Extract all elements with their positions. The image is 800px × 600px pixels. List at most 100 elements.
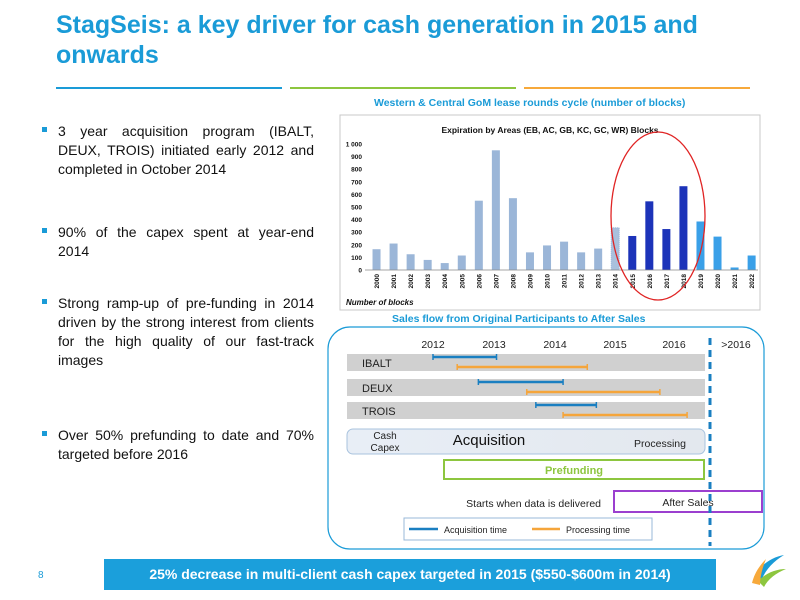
y-tick-label: 400 [351, 217, 362, 224]
x-tick-label: 2015 [630, 274, 637, 289]
y-tick-label: 200 [351, 242, 362, 249]
x-tick-label: 2011 [562, 274, 569, 288]
x-tick-label: 2018 [681, 274, 688, 289]
bullet-text: Over 50% prefunding to date and 70% targ… [58, 427, 314, 462]
bar-2014 [610, 227, 620, 271]
bar-2015 [628, 235, 637, 270]
title-rule-green [290, 87, 516, 89]
bar-2018 [679, 186, 688, 270]
bar-2022 [747, 255, 756, 270]
y-tick-label: 500 [351, 205, 362, 212]
bullet-marker [42, 299, 47, 304]
y-tick-label: 100 [351, 255, 362, 262]
x-tick-label: 2007 [493, 274, 500, 289]
bar-2004 [440, 263, 449, 270]
cash-capex-label-2: Capex [371, 443, 400, 454]
cash-capex-label-1: Cash [373, 431, 396, 442]
processing-label: Processing [634, 438, 686, 450]
y-tick-label: 600 [351, 192, 362, 199]
bar-2001 [389, 243, 398, 270]
x-tick-label: 2008 [510, 274, 517, 289]
x-tick-label: 2010 [545, 274, 552, 289]
footer-banner: 25% decrease in multi-client cash capex … [104, 559, 716, 590]
row-bg-ibalt [347, 354, 705, 371]
x-tick-label: 2000 [374, 274, 381, 289]
year-label: 2014 [543, 339, 567, 351]
after-sales-label: After Sales [662, 497, 713, 509]
bar-2003 [423, 259, 432, 270]
x-tick-label: 2001 [391, 274, 398, 289]
bar-2012 [577, 252, 586, 270]
bullet-marker [42, 228, 47, 233]
row-bg-trois [347, 402, 705, 419]
x-tick-label: 2002 [408, 274, 415, 289]
starts-label: Starts when data is delivered [466, 498, 601, 510]
x-tick-label: 2005 [459, 274, 466, 289]
after-sales-box [613, 490, 763, 513]
chart-section-title: Western & Central GoM lease rounds cycle… [374, 97, 686, 109]
title-rule-blue [56, 87, 282, 89]
bullet-item: Strong ramp-up of pre-funding in 2014 dr… [42, 294, 314, 370]
bar-2010 [543, 245, 552, 270]
bar-2005 [457, 255, 466, 270]
page-number: 8 [38, 570, 44, 581]
bar-2007 [491, 150, 500, 270]
year-label: 2013 [482, 339, 506, 351]
y-tick-label: 900 [351, 154, 362, 161]
bar-2008 [508, 198, 517, 270]
bar-2020 [713, 236, 722, 270]
x-tick-label: 2021 [732, 274, 739, 289]
bullet-marker [42, 127, 47, 132]
x-tick-label: 2006 [476, 274, 483, 289]
y-tick-label: 300 [351, 230, 362, 237]
year-label: >2016 [721, 339, 751, 351]
bar-2011 [560, 241, 569, 270]
row-bg-deux [347, 379, 705, 396]
x-tick-label: 2016 [647, 274, 654, 289]
chart-title: Expiration by Areas (EB, AC, GB, KC, GC,… [441, 125, 658, 135]
bar-2016 [645, 201, 654, 270]
y-tick-label: 1 000 [346, 142, 363, 149]
year-label: 2016 [662, 339, 686, 351]
x-tick-label: 2003 [425, 274, 432, 289]
bullet-text: 3 year acquisition program (IBALT, DEUX,… [58, 123, 314, 177]
bar-2021 [730, 267, 739, 270]
legend-acquisition-label: Acquisition time [444, 525, 507, 535]
year-label: 2012 [421, 339, 445, 351]
chart-frame [339, 114, 761, 311]
x-tick-label: 2013 [596, 274, 603, 289]
x-tick-label: 2014 [613, 274, 620, 289]
row-label-deux: DEUX [362, 383, 393, 395]
cash-capex-bar [346, 428, 706, 455]
bullet-marker [42, 431, 47, 436]
acquisition-label: Acquisition [453, 432, 526, 449]
x-tick-label: 2012 [579, 274, 586, 289]
bar-2002 [406, 254, 415, 270]
gantt-frame [327, 326, 765, 550]
y-tick-label: 700 [351, 179, 362, 186]
bullet-text: 90% of the capex spent at year-end 2014 [58, 224, 314, 259]
gantt-section-title: Sales flow from Original Participants to… [392, 313, 646, 325]
bar-2013 [594, 248, 603, 270]
row-label-ibalt: IBALT [362, 358, 392, 370]
bullet-item: 90% of the capex spent at year-end 2014 [42, 223, 314, 261]
y-axis-label: Number of blocks [346, 298, 414, 307]
bullet-item: Over 50% prefunding to date and 70% targ… [42, 426, 314, 464]
x-tick-label: 2004 [442, 274, 449, 289]
x-tick-label: 2017 [664, 274, 671, 289]
x-tick-label: 2022 [749, 274, 756, 289]
y-tick-label: 0 [358, 268, 362, 275]
bar-2017 [662, 229, 671, 270]
prefunding-box [443, 459, 705, 480]
legend-processing-label: Processing time [566, 525, 630, 535]
prefunding-label: Prefunding [545, 465, 603, 477]
x-tick-label: 2009 [527, 274, 534, 289]
bar-2009 [525, 252, 534, 270]
x-tick-label: 2019 [698, 274, 705, 289]
y-tick-label: 800 [351, 167, 362, 174]
highlight-circle [610, 131, 706, 301]
bullet-text: Strong ramp-up of pre-funding in 2014 dr… [58, 295, 314, 368]
bar-2000 [372, 249, 381, 270]
bar-2019 [696, 221, 705, 270]
legend-box [403, 517, 653, 541]
